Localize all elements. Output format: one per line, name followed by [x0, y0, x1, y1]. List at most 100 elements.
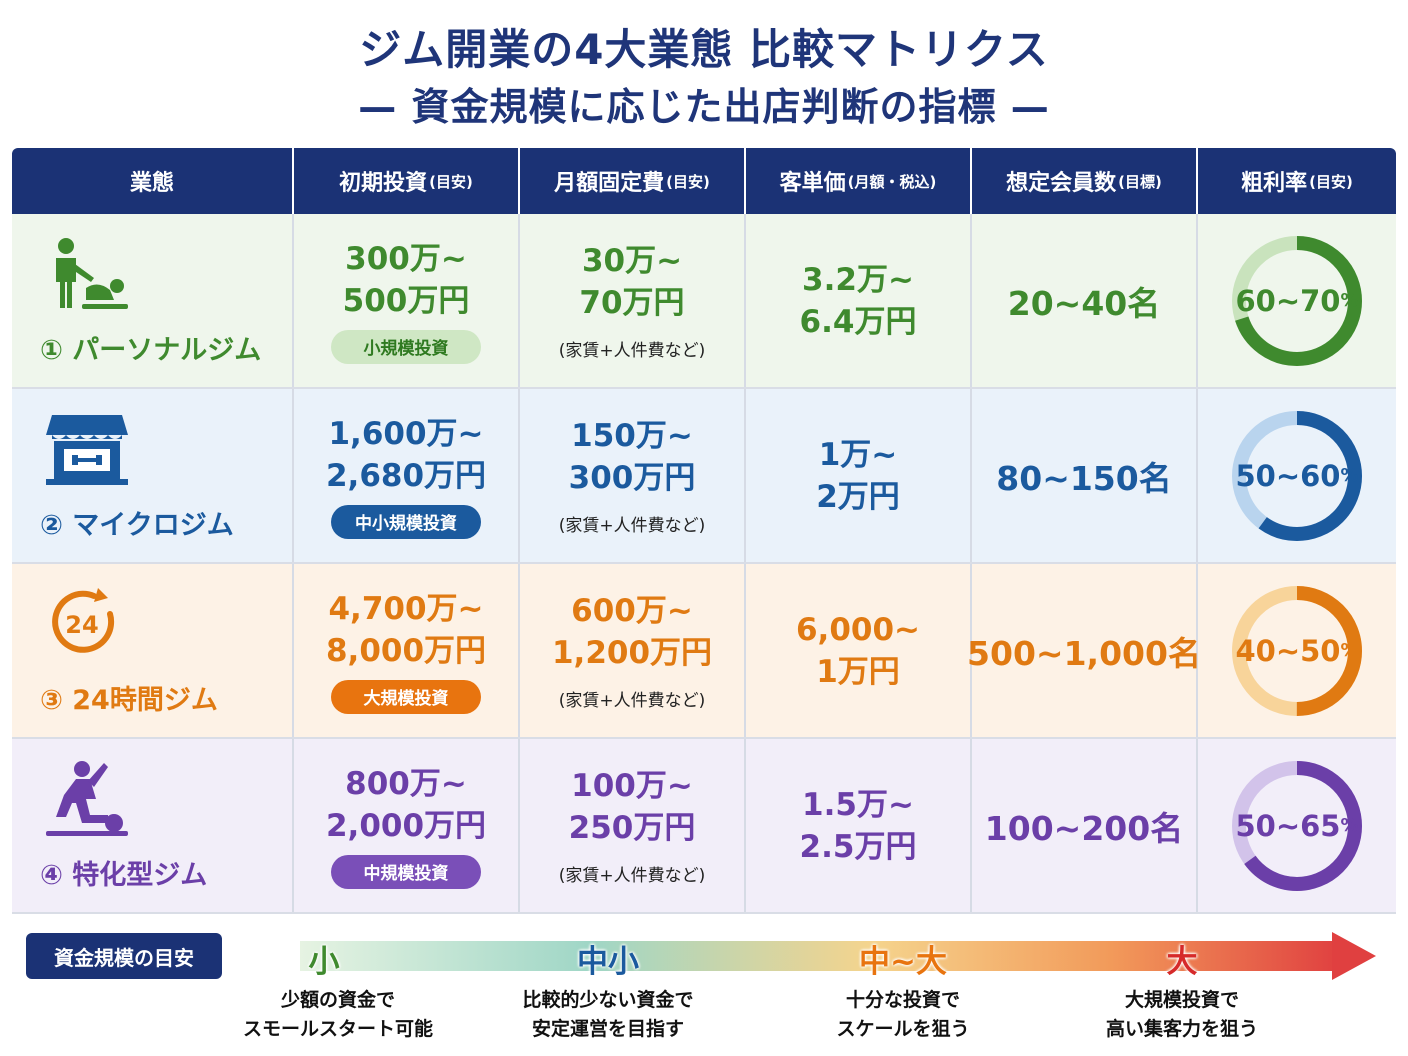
member-count: 500~1,000名 [967, 633, 1201, 673]
unit-price-min: 6,000~ [795, 611, 921, 648]
gross-margin-value: 50~65 [1235, 808, 1341, 843]
scale-level-description: 比較的少ない資金で 安定運営を目指す [522, 989, 694, 1040]
funding-scale-bar [300, 941, 1340, 971]
fixed-cost-min: 600万~ [571, 593, 693, 629]
type-cell: ④ 特化型ジム [12, 739, 294, 912]
gross-margin-value: 60~70 [1235, 283, 1341, 318]
members-cell: 80~150名 [972, 389, 1198, 562]
investment-max: 2,680万円 [325, 457, 487, 494]
type-cell: 24 ③ 24時間ジム [12, 564, 294, 737]
gross-margin-unit: % [1340, 465, 1359, 486]
initial-investment-cell: 1,600万~ 2,680万円 中小規模投資 [294, 389, 520, 562]
header-unit-price: 客単価 (月額・税込) [746, 148, 972, 214]
gross-margin-ring: 50~60% [1227, 406, 1367, 546]
investment-max: 2,000万円 [325, 807, 487, 844]
gym-type-name: ② マイクロジム [40, 510, 234, 541]
members-cell: 20~40名 [972, 214, 1198, 387]
table-row: ① パーソナルジム 300万~ 500万円 小規模投資 30万~ 70万円 (家… [12, 214, 1396, 389]
gym-type-name: ③ 24時間ジム [40, 685, 218, 716]
header-initial-investment: 初期投資 (目安) [294, 148, 520, 214]
unit-price-max: 1万円 [816, 653, 900, 690]
fixed-cost-note: (家賃+人件費など) [558, 341, 706, 361]
header-type: 業態 [12, 148, 294, 214]
members-cell: 100~200名 [972, 739, 1198, 912]
investment-scale-badge: 大規模投資 [331, 679, 481, 714]
personal-trainer-icon [42, 234, 132, 318]
investment-scale-badge: 中規模投資 [331, 854, 481, 889]
fixed-cost-max: 70万円 [579, 285, 685, 321]
scale-level-label: 中~大 [859, 944, 947, 980]
gym-type-name: ④ 特化型ジム [40, 860, 208, 891]
investment-max: 8,000万円 [325, 632, 487, 669]
initial-investment-cell: 4,700万~ 8,000万円 大規模投資 [294, 564, 520, 737]
header-members: 想定会員数 (目標) [972, 148, 1198, 214]
member-count: 80~150名 [996, 458, 1172, 498]
investment-min: 1,600万~ [328, 415, 484, 452]
members-cell: 500~1,000名 [967, 564, 1201, 737]
gross-margin-unit: % [1340, 290, 1359, 311]
comparison-matrix: 業態 初期投資 (目安) 月額固定費 (目安) 客単価 (月額・税込) 想定会員数 (目… [12, 148, 1396, 914]
gym-type-name: ① パーソナルジム [40, 335, 262, 366]
fixed-cost-max: 250万円 [568, 810, 696, 846]
unit-price-max: 6.4万円 [799, 303, 917, 340]
scale-level-label: 小 [308, 944, 340, 980]
gross-margin-cell: 50~65% [1198, 739, 1396, 912]
unit-price-cell: 1.5万~ 2.5万円 [746, 739, 972, 912]
unit-price-max: 2万円 [816, 478, 900, 515]
fixed-cost-min: 150万~ [571, 418, 693, 454]
gross-margin-unit: % [1340, 815, 1359, 836]
fixed-cost-note: (家賃+人件費など) [558, 516, 706, 536]
investment-scale-badge: 中小規模投資 [331, 504, 481, 539]
member-count: 100~200名 [984, 808, 1184, 848]
initial-investment-cell: 300万~ 500万円 小規模投資 [294, 214, 520, 387]
monthly-fixed-cost-cell: 100万~ 250万円 (家賃+人件費など) [520, 739, 746, 912]
fixed-cost-min: 30万~ [581, 243, 683, 279]
page-title: ジム開業の4大業態 比較マトリクス [359, 25, 1049, 74]
investment-max: 500万円 [342, 282, 470, 319]
investment-min: 300万~ [345, 240, 467, 277]
gross-margin-value: 40~50 [1235, 633, 1341, 668]
gross-margin-cell: 40~50% [1198, 564, 1396, 737]
investment-scale-badge: 小規模投資 [331, 329, 481, 364]
fixed-cost-max: 300万円 [568, 460, 696, 496]
gross-margin-unit: % [1340, 640, 1359, 661]
header-row: 業態 初期投資 (目安) 月額固定費 (目安) 客単価 (月額・税込) 想定会員数 (目… [12, 148, 1396, 214]
unit-price-cell: 6,000~ 1万円 [746, 564, 972, 737]
unit-price-cell: 1万~ 2万円 [746, 389, 972, 562]
svg-text:24: 24 [65, 611, 98, 639]
unit-price-min: 1万~ [818, 436, 898, 473]
scale-level-description: 少額の資金で スモールスタート可能 [242, 989, 433, 1040]
investment-min: 800万~ [345, 765, 467, 802]
scale-level-label: 大 [1166, 944, 1198, 980]
fixed-cost-min: 100万~ [571, 768, 693, 804]
type-cell: ② マイクロジム [12, 389, 294, 562]
scale-level-description: 大規模投資で 高い集客力を狙う [1105, 989, 1258, 1040]
specialized-training-icon [42, 759, 132, 843]
table-row: ④ 特化型ジム 800万~ 2,000万円 中規模投資 100万~ 250万円 … [12, 739, 1396, 914]
gross-margin-cell: 50~60% [1198, 389, 1396, 562]
member-count: 20~40名 [1007, 283, 1161, 323]
unit-price-min: 1.5万~ [802, 786, 914, 823]
fixed-cost-note: (家賃+人件費など) [558, 866, 706, 886]
gross-margin-cell: 60~70% [1198, 214, 1396, 387]
gross-margin-ring: 50~65% [1227, 756, 1367, 896]
gross-margin-ring: 40~50% [1227, 581, 1367, 721]
header-monthly-fixed-cost: 月額固定費 (目安) [520, 148, 746, 214]
type-cell: ① パーソナルジム [12, 214, 294, 387]
unit-price-min: 3.2万~ [802, 261, 914, 298]
monthly-fixed-cost-cell: 150万~ 300万円 (家賃+人件費など) [520, 389, 746, 562]
unit-price-max: 2.5万円 [799, 828, 917, 865]
storefront-dumbbell-icon [42, 409, 132, 493]
fixed-cost-note: (家賃+人件費など) [558, 691, 706, 711]
24-hour-clock-icon: 24 [42, 584, 132, 668]
table-row: 24 ③ 24時間ジム 4,700万~ 8,000万円 大規模投資 600万~ … [12, 564, 1396, 739]
monthly-fixed-cost-cell: 600万~ 1,200万円 (家賃+人件費など) [520, 564, 746, 737]
page-subtitle: — 資金規模に応じた出店判断の指標 — [358, 85, 1050, 129]
initial-investment-cell: 800万~ 2,000万円 中規模投資 [294, 739, 520, 912]
arrow-right-icon [1332, 932, 1376, 980]
table-row: ② マイクロジム 1,600万~ 2,680万円 中小規模投資 150万~ 30… [12, 389, 1396, 564]
gross-margin-value: 50~60 [1235, 458, 1341, 493]
scale-level-description: 十分な投資で スケールを狙う [836, 989, 970, 1040]
legend-badge: 資金規模の目安 [26, 933, 222, 979]
monthly-fixed-cost-cell: 30万~ 70万円 (家賃+人件費など) [520, 214, 746, 387]
